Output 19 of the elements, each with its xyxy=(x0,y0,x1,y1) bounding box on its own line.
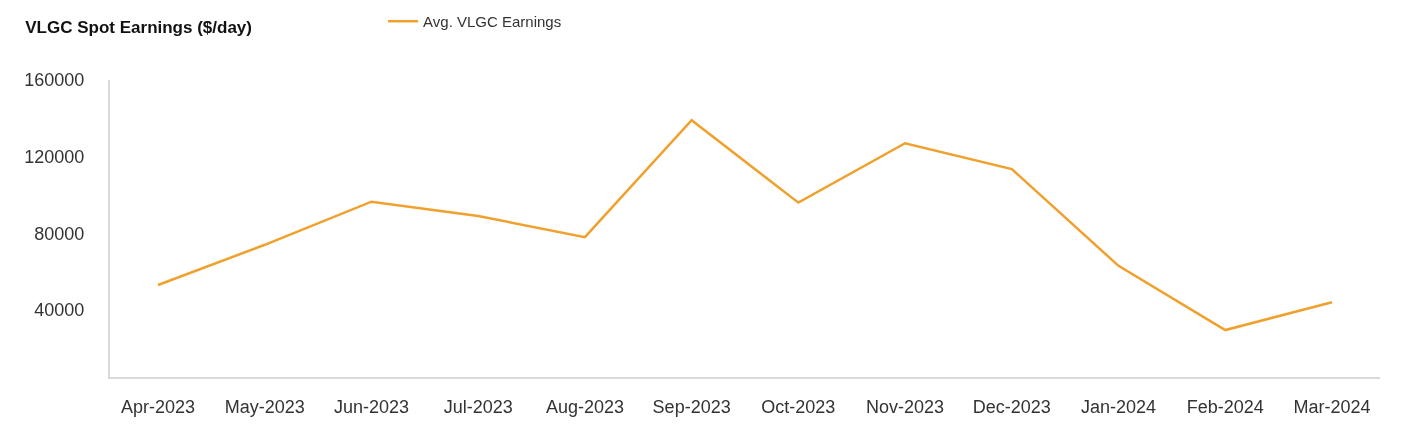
x-tick-label: Sep-2023 xyxy=(652,396,731,417)
line-series xyxy=(156,118,1334,332)
x-tick-label: May-2023 xyxy=(224,396,305,417)
x-tick-label: Nov-2023 xyxy=(866,396,945,417)
y-tick-label: 160000 xyxy=(24,70,85,91)
y-tick-label: 80000 xyxy=(34,223,85,244)
x-tick-label: Dec-2023 xyxy=(972,396,1051,417)
legend-label: Avg. VLGC Earnings xyxy=(423,13,562,31)
chart-title: VLGC Spot Earnings ($/day) xyxy=(25,18,252,38)
x-tick-label: Jun-2023 xyxy=(333,396,409,417)
x-tick-label: Mar-2024 xyxy=(1293,396,1371,417)
x-tick-label: Feb-2024 xyxy=(1186,396,1264,417)
y-tick-label: 40000 xyxy=(34,300,85,321)
x-tick-label: Aug-2023 xyxy=(545,396,624,417)
x-tick-label: Oct-2023 xyxy=(761,396,836,417)
y-tick-label: 120000 xyxy=(24,146,85,167)
x-tick-label: Jan-2024 xyxy=(1081,396,1157,417)
x-tick-label: Apr-2023 xyxy=(121,396,196,417)
x-tick-label: Jul-2023 xyxy=(443,396,513,417)
